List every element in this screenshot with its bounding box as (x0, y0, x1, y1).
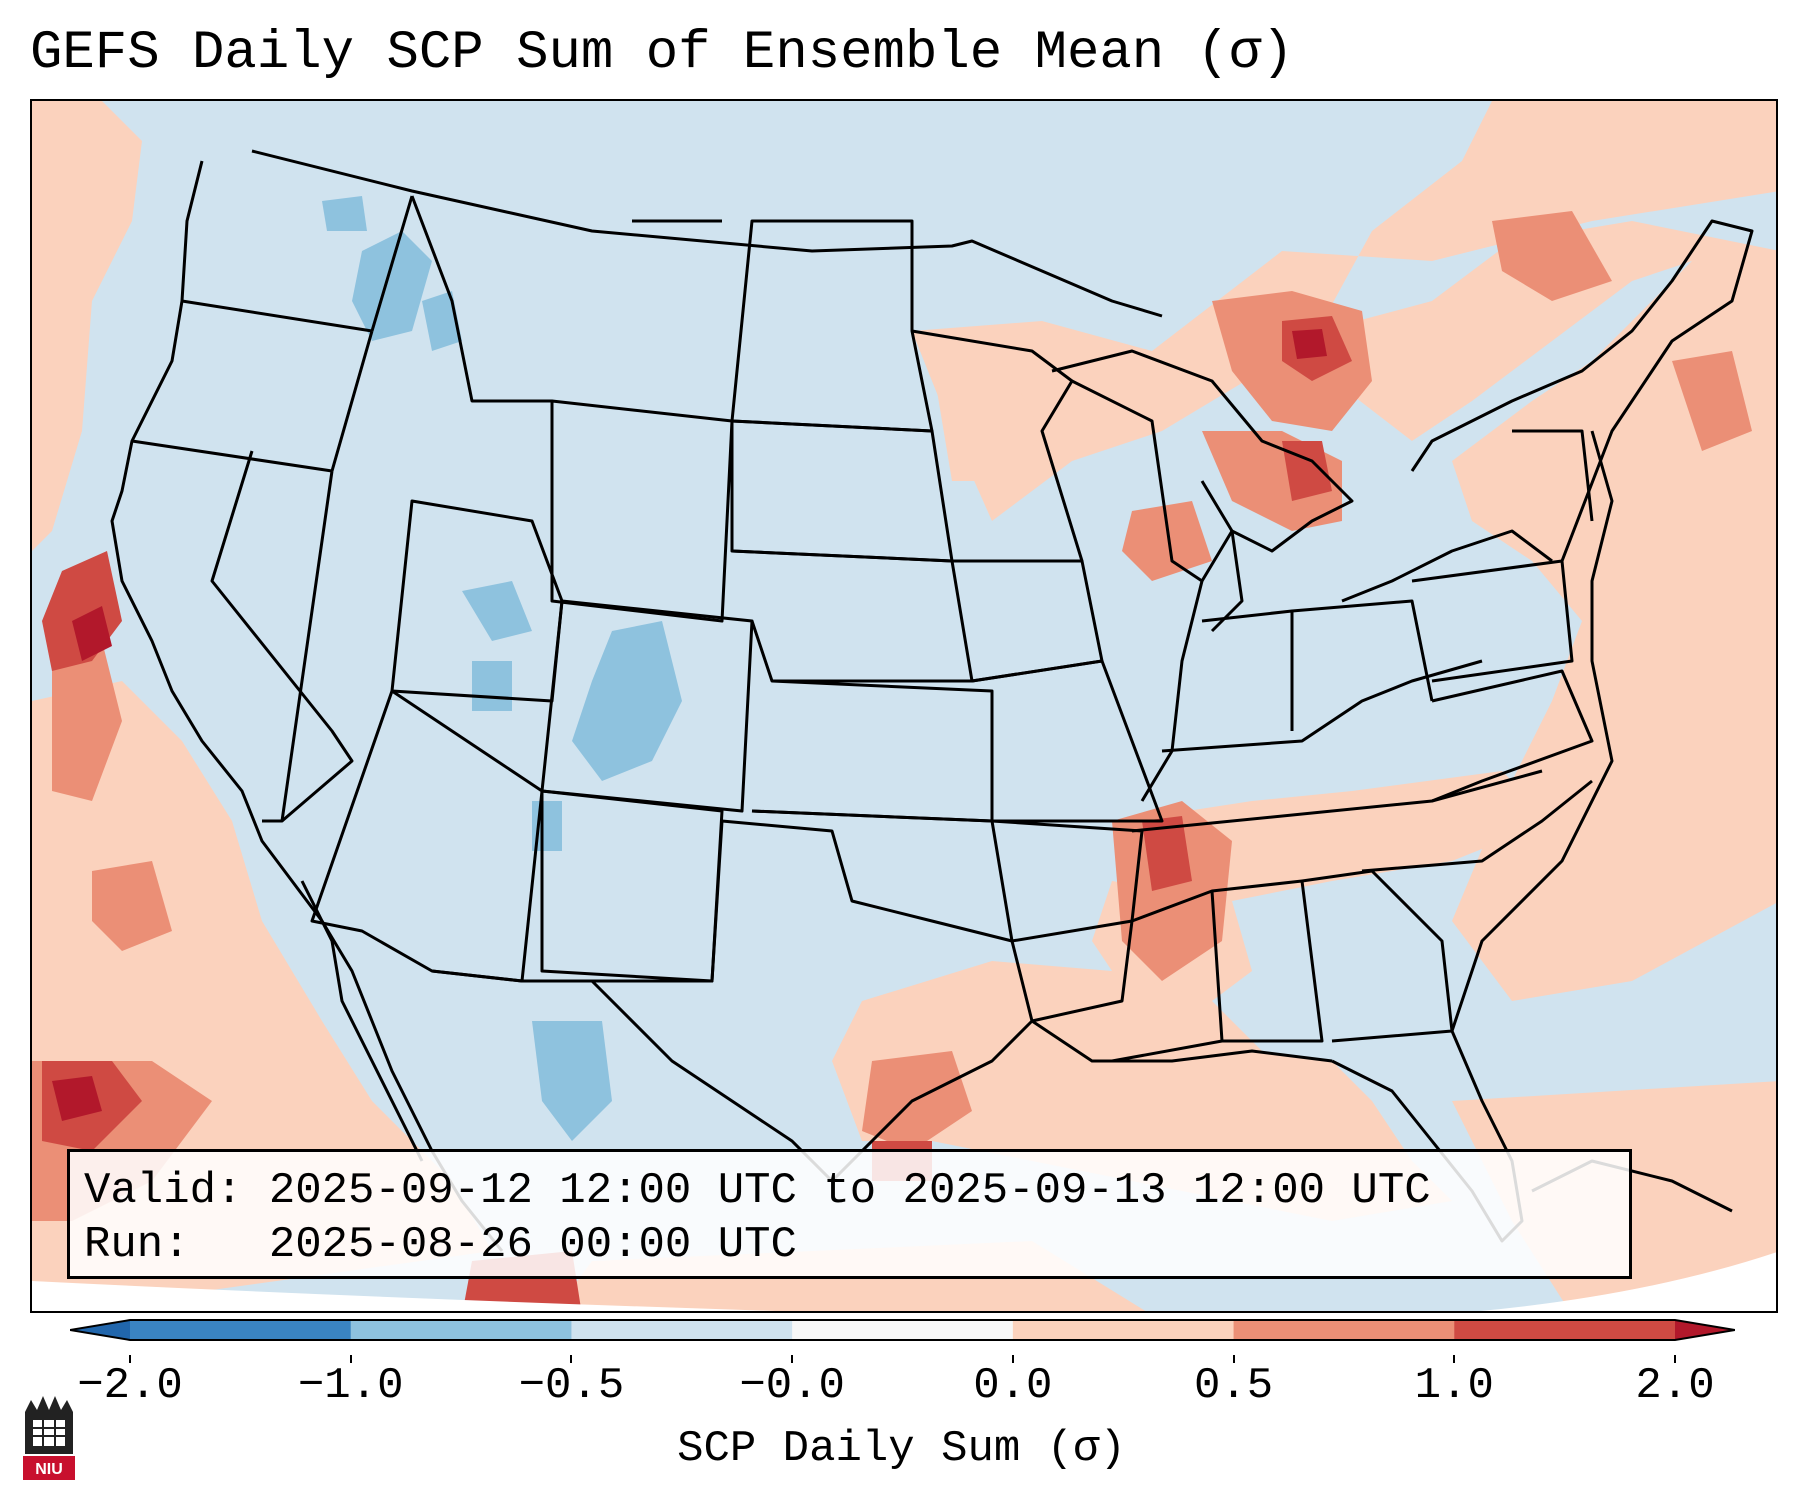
scp-positive-max-areas (52, 329, 1327, 1121)
colorbar-segment (1233, 1320, 1455, 1340)
colorbar-tick-mark (791, 1355, 794, 1363)
colorbar-tick-mark (1674, 1355, 1676, 1363)
colorbar-tick-mark (1232, 1355, 1235, 1363)
colorbar-tick-mark (129, 1355, 131, 1363)
colorbar-label: SCP Daily Sum (σ) (677, 1424, 1126, 1474)
colorbar-tick-label: 1.0 (1414, 1361, 1494, 1411)
colorbar-segment (792, 1320, 1014, 1340)
colorbar-tick-label: −0.5 (518, 1361, 625, 1411)
colorbar-segment (130, 1320, 352, 1340)
colorbar-under-extend (70, 1320, 130, 1340)
niu-logo-icon: NIU (23, 1396, 75, 1480)
map-canvas (32, 101, 1776, 1311)
map-edge-right (1480, 1252, 1776, 1311)
map-panel (30, 99, 1778, 1313)
valid-run-info-box: Valid: 2025-09-12 12:00 UTC to 2025-09-1… (67, 1149, 1632, 1279)
run-line: Run: 2025-08-26 00:00 UTC (84, 1218, 1615, 1272)
map-edge (32, 1281, 776, 1311)
colorbar-tick-label: 0.5 (1193, 1361, 1274, 1411)
colorbar-segment (1454, 1320, 1676, 1340)
niu-logo-text: NIU (35, 1461, 63, 1478)
colorbar-segment (1012, 1320, 1235, 1340)
colorbar-tick-label: 0.0 (973, 1361, 1053, 1411)
colorbar-tick-mark (349, 1355, 352, 1363)
colorbar-segment (571, 1320, 793, 1340)
colorbar-tick-mark (1453, 1355, 1456, 1363)
valid-value: 2025-09-12 12:00 UTC to 2025-09-13 12:00… (268, 1166, 1431, 1216)
us-canada-border (251, 149, 1163, 318)
colorbar-ticks: −2.0 −1.0 −0.5 −0.0 0.0 0.5 1.0 2.0 (0, 1355, 1803, 1415)
colorbar (70, 1319, 1735, 1341)
colorbar-outline (70, 1319, 1735, 1341)
valid-line: Valid: 2025-09-12 12:00 UTC to 2025-09-1… (84, 1164, 1615, 1218)
colorbar-over-extend (1675, 1320, 1735, 1340)
valid-label: Valid: (84, 1166, 243, 1216)
colorbar-tick-mark (1011, 1355, 1014, 1363)
colorbar-tick-label: −1.0 (297, 1361, 404, 1411)
colorbar-segment (350, 1320, 572, 1340)
run-value: 2025-08-26 00:00 UTC (268, 1220, 797, 1270)
chart-title: GEFS Daily SCP Sum of Ensemble Mean (σ) (30, 23, 1294, 84)
colorbar-tick-mark (570, 1355, 573, 1363)
run-label: Run: (84, 1220, 190, 1270)
colorbar-tick-label: −0.0 (739, 1361, 845, 1411)
colorbar-tick-label: −2.0 (77, 1361, 183, 1411)
scp-negative-areas (322, 196, 682, 1141)
colorbar-tick-label: 2.0 (1635, 1361, 1715, 1411)
